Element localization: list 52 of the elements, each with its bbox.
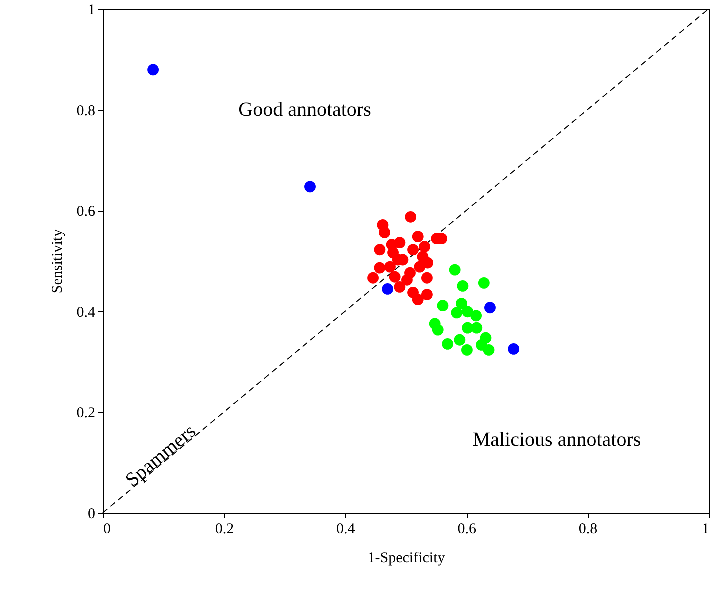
point (483, 344, 495, 356)
annotation: Good annotators (238, 99, 372, 121)
point (419, 241, 430, 253)
y-axis-title: Sensitivity (50, 228, 66, 294)
point (422, 272, 433, 284)
point (412, 294, 424, 306)
point (456, 298, 468, 310)
x-tick-label: 0.2 (215, 522, 234, 538)
x-tick-label: 0.8 (578, 522, 598, 538)
point (304, 181, 316, 193)
x-axis-title: 1-Specificity (368, 550, 446, 566)
point (379, 227, 390, 238)
point (405, 211, 417, 223)
point (394, 282, 406, 293)
x-tick-label: 0.4 (336, 522, 356, 538)
point (457, 280, 469, 292)
point (148, 64, 159, 76)
point (432, 324, 444, 336)
point (422, 257, 434, 269)
y-tick-label: 1 (88, 2, 96, 18)
point (384, 261, 396, 273)
point (374, 244, 386, 256)
point (402, 274, 413, 286)
point (454, 334, 466, 346)
point (470, 310, 482, 322)
point (437, 300, 449, 312)
point (484, 302, 496, 314)
point (389, 271, 401, 283)
point (412, 231, 424, 242)
point (449, 264, 461, 276)
point (408, 244, 419, 256)
point (386, 239, 398, 251)
annotation: Malicious annotators (472, 429, 642, 451)
point (422, 289, 433, 300)
point (478, 277, 490, 289)
y-tick-label: 0.8 (76, 103, 96, 120)
y-tick-label: 0.2 (76, 406, 96, 422)
point (462, 306, 474, 318)
point (471, 322, 483, 334)
y-tick-label: 0.4 (76, 304, 96, 321)
point (374, 262, 386, 274)
point (368, 272, 379, 284)
y-tick-label: 0.6 (76, 204, 96, 220)
x-tick-label: 1 (702, 522, 710, 538)
point (451, 307, 463, 319)
point (442, 338, 454, 350)
y-tick-label: 0 (88, 506, 96, 522)
x-tick-label: 0.6 (458, 522, 477, 538)
point (462, 344, 473, 356)
point (382, 284, 394, 295)
point (508, 344, 520, 355)
x-tick-label: 0 (104, 522, 111, 538)
